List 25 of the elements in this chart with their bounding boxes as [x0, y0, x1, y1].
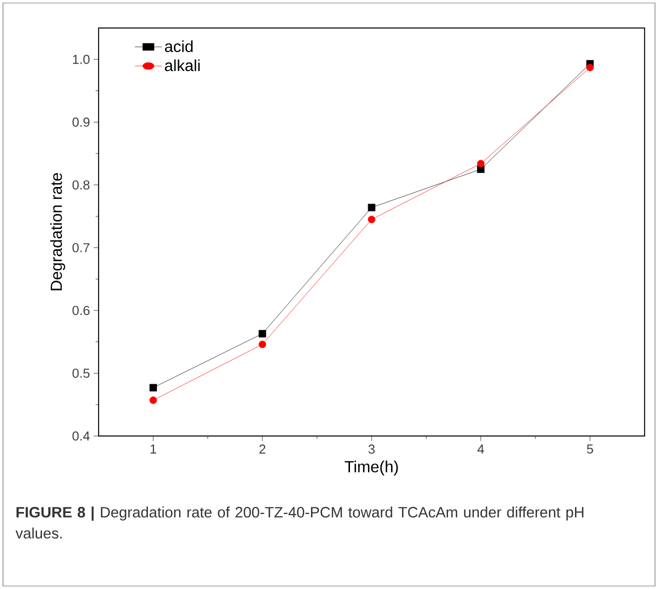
x-tick-label: 2: [259, 444, 266, 454]
point: [368, 204, 376, 212]
y-tick-label: 0.7: [72, 243, 90, 252]
point: [368, 216, 376, 224]
point: [477, 160, 485, 168]
x-tick-label: 3: [368, 444, 375, 454]
y-tick-label: 0.9: [72, 118, 90, 127]
y-tick-label: 0.4: [72, 431, 90, 441]
point: [258, 340, 266, 348]
legend-label: acid: [164, 40, 193, 52]
y-axis-title: Degradation rate: [50, 173, 66, 290]
x-tick-label: 4: [477, 444, 484, 454]
y-tick-label: 0.5: [72, 368, 90, 378]
x-tick-label: 1: [150, 444, 156, 454]
point: [586, 64, 594, 72]
x-tick-label: 5: [586, 444, 594, 454]
y-tick-label: 0.8: [72, 180, 90, 190]
point: [150, 396, 157, 404]
point: [150, 384, 157, 392]
x-axis-title: Time(h): [344, 460, 398, 476]
y-tick-label: 0.6: [72, 306, 90, 316]
legend-label: alkali: [164, 59, 200, 72]
point: [258, 330, 266, 338]
text: FIGURE 8 | Degradation rate of 200-TZ-40-PCM toward TCAcAm under different pH values.: [16, 506, 584, 539]
y-tick-label: 1.0: [72, 54, 90, 64]
